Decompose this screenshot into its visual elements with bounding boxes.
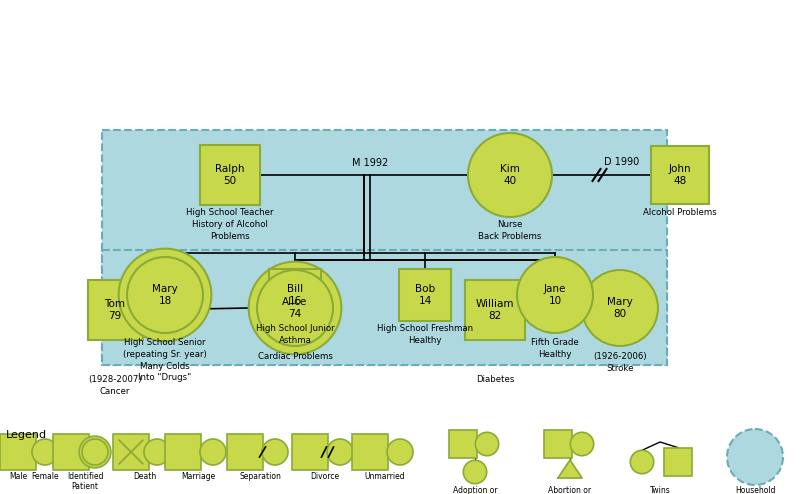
Circle shape xyxy=(570,432,594,455)
Text: Jane
10: Jane 10 xyxy=(544,284,566,306)
Text: High School Junior
Asthma: High School Junior Asthma xyxy=(256,324,334,345)
Text: High School Freshman
Healthy: High School Freshman Healthy xyxy=(377,324,473,345)
Text: William
82: William 82 xyxy=(476,299,514,321)
Text: Divorce: Divorce xyxy=(310,472,339,481)
Text: Twins: Twins xyxy=(650,486,670,494)
FancyBboxPatch shape xyxy=(269,269,321,321)
Circle shape xyxy=(327,439,353,465)
Text: Ralph
50: Ralph 50 xyxy=(215,164,245,186)
Text: Separation: Separation xyxy=(239,472,281,481)
FancyBboxPatch shape xyxy=(53,434,89,470)
Text: Cardiac Problems: Cardiac Problems xyxy=(258,352,333,361)
Text: (1926-2006)
Stroke: (1926-2006) Stroke xyxy=(593,352,647,373)
FancyBboxPatch shape xyxy=(113,434,149,470)
Circle shape xyxy=(79,436,111,468)
Text: Alice
74: Alice 74 xyxy=(282,297,308,319)
Text: Unmarried: Unmarried xyxy=(365,472,406,481)
Circle shape xyxy=(144,439,170,465)
Circle shape xyxy=(249,262,342,354)
Text: Mary
18: Mary 18 xyxy=(152,284,178,306)
FancyBboxPatch shape xyxy=(399,269,451,321)
FancyBboxPatch shape xyxy=(227,434,263,470)
Text: Legend: Legend xyxy=(6,430,47,440)
Text: John
48: John 48 xyxy=(669,164,691,186)
FancyBboxPatch shape xyxy=(200,145,260,205)
Text: Abortion or
Miscarriage: Abortion or Miscarriage xyxy=(548,486,592,494)
Text: Female: Female xyxy=(31,472,59,481)
Text: Death: Death xyxy=(134,472,157,481)
Text: Kim
40: Kim 40 xyxy=(500,164,520,186)
Circle shape xyxy=(127,257,203,333)
Circle shape xyxy=(463,460,486,484)
Text: Mary
80: Mary 80 xyxy=(607,297,633,319)
Circle shape xyxy=(257,270,333,346)
Text: Marriage: Marriage xyxy=(181,472,215,481)
FancyBboxPatch shape xyxy=(352,434,388,470)
Circle shape xyxy=(630,451,654,474)
FancyBboxPatch shape xyxy=(0,434,36,470)
Circle shape xyxy=(82,439,108,465)
Circle shape xyxy=(468,133,552,217)
Circle shape xyxy=(118,248,211,341)
Text: Diabetes: Diabetes xyxy=(476,375,514,384)
Text: Male: Male xyxy=(9,472,27,481)
Text: Tom
79: Tom 79 xyxy=(105,299,126,321)
Text: (1928-2007)
Cancer: (1928-2007) Cancer xyxy=(88,375,142,396)
Text: Identified
Patient: Identified Patient xyxy=(66,472,103,492)
Polygon shape xyxy=(558,460,582,478)
FancyBboxPatch shape xyxy=(87,280,142,340)
FancyBboxPatch shape xyxy=(102,130,667,365)
Text: Bob
14: Bob 14 xyxy=(415,284,435,306)
Text: Bill
16: Bill 16 xyxy=(287,284,303,306)
FancyBboxPatch shape xyxy=(258,262,334,354)
FancyBboxPatch shape xyxy=(292,434,328,470)
FancyBboxPatch shape xyxy=(544,430,573,458)
Text: M 1992: M 1992 xyxy=(352,158,388,168)
Text: High School Senior
(repeating Sr. year)
Many Colds
Into "Drugs": High School Senior (repeating Sr. year) … xyxy=(123,338,207,382)
FancyBboxPatch shape xyxy=(664,448,692,476)
Text: Household
Membership: Household Membership xyxy=(731,486,778,494)
FancyBboxPatch shape xyxy=(165,434,201,470)
FancyBboxPatch shape xyxy=(449,430,478,458)
Text: D 1990: D 1990 xyxy=(605,157,640,167)
FancyBboxPatch shape xyxy=(102,250,667,365)
Circle shape xyxy=(200,439,226,465)
Text: High School Teacher
History of Alcohol
Problems: High School Teacher History of Alcohol P… xyxy=(186,208,274,241)
FancyBboxPatch shape xyxy=(651,146,709,204)
Circle shape xyxy=(517,257,593,333)
Circle shape xyxy=(262,439,288,465)
Circle shape xyxy=(582,270,658,346)
Text: Adoption or
Foster Child: Adoption or Foster Child xyxy=(452,486,498,494)
Circle shape xyxy=(727,429,783,485)
Text: Nurse
Back Problems: Nurse Back Problems xyxy=(478,220,542,241)
Text: Alcohol Problems: Alcohol Problems xyxy=(643,208,717,217)
FancyBboxPatch shape xyxy=(465,280,525,340)
Circle shape xyxy=(32,439,58,465)
Circle shape xyxy=(387,439,413,465)
Text: Fifth Grade
Healthy: Fifth Grade Healthy xyxy=(531,338,579,359)
Circle shape xyxy=(475,432,498,455)
